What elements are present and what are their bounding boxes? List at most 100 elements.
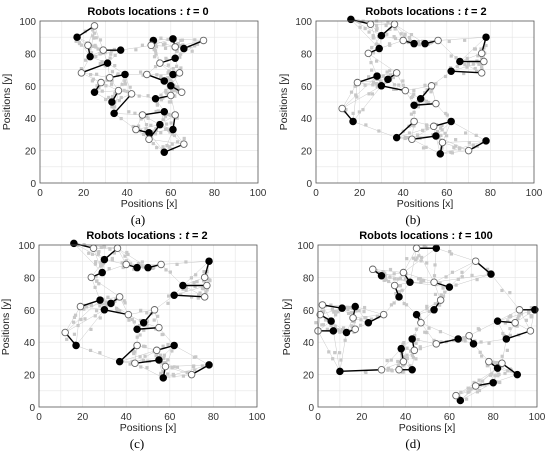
sample-marker: [401, 79, 405, 83]
sample-marker: [503, 321, 507, 325]
robot-pair: [122, 260, 141, 272]
sample-marker: [407, 131, 412, 135]
robot-filled-marker: [90, 88, 99, 97]
y-tick-label: 100: [295, 17, 312, 28]
x-tick-label: 40: [121, 412, 133, 423]
robot-filled-marker: [445, 283, 454, 291]
sample-marker: [153, 65, 158, 69]
sample-marker: [475, 69, 479, 73]
sample-marker: [201, 287, 206, 291]
sample-marker: [385, 70, 389, 74]
sample-marker: [128, 362, 132, 366]
mesh-edge: [160, 264, 184, 286]
sample-marker: [82, 307, 86, 311]
sample-marker: [434, 82, 438, 86]
robot-link: [506, 330, 531, 340]
sample-marker: [193, 38, 197, 42]
x-tick-label: 80: [208, 412, 220, 423]
sample-marker: [426, 100, 430, 105]
sample-marker: [141, 265, 146, 269]
robot-filled-marker: [98, 268, 106, 277]
sample-marker: [519, 312, 524, 316]
sample-marker: [127, 318, 131, 322]
sample-marker: [383, 273, 387, 278]
sample-marker: [465, 397, 469, 401]
mesh-edge: [412, 338, 437, 345]
sample-marker: [161, 344, 165, 348]
sample-marker: [425, 331, 429, 335]
mesh-edge: [114, 113, 143, 116]
sample-marker: [475, 390, 480, 394]
sample-marker: [151, 141, 155, 146]
sample-marker: [361, 108, 365, 112]
mesh-edge: [449, 261, 476, 288]
sample-marker: [159, 74, 163, 78]
robot-open-marker: [399, 36, 407, 45]
sample-marker: [402, 301, 406, 306]
robot-open-marker: [452, 391, 460, 400]
robot-pair: [100, 306, 133, 319]
sample-marker: [418, 276, 422, 281]
robot-filled-marker: [121, 70, 129, 79]
sample-marker: [109, 83, 114, 87]
sample-marker: [166, 112, 171, 117]
sample-marker: [174, 88, 178, 92]
sample-marker: [138, 355, 142, 359]
sample-marker: [369, 61, 373, 65]
robot-filled-marker: [421, 39, 429, 48]
robot-open-marker: [106, 73, 114, 82]
sample-marker: [123, 254, 127, 258]
sample-marker: [338, 351, 342, 355]
sample-marker: [77, 41, 82, 46]
sample-marker: [350, 325, 355, 329]
mesh-edge: [440, 150, 469, 155]
robot-filled-marker: [513, 370, 522, 379]
sample-marker: [420, 255, 424, 260]
sample-marker: [470, 273, 474, 277]
sample-marker: [158, 353, 163, 357]
sample-marker: [91, 77, 95, 81]
robot-filled-marker: [205, 257, 213, 265]
y-tick-label: 20: [25, 147, 37, 158]
robot-pair: [399, 36, 418, 48]
robot-open-marker: [412, 244, 421, 252]
sample-marker: [466, 386, 470, 390]
robot-filled-marker: [469, 340, 478, 348]
robot-filled-marker: [155, 356, 163, 364]
robot-pair: [364, 310, 388, 327]
y-tick-label: 60: [25, 82, 37, 93]
sample-marker: [145, 366, 149, 370]
panel-caption: (a): [131, 212, 145, 227]
robot-pair: [416, 82, 436, 103]
robot-pair: [73, 22, 99, 41]
sample-marker: [419, 259, 423, 263]
robot-filled-marker: [169, 70, 177, 79]
sample-marker: [410, 123, 414, 127]
sample-marker: [367, 75, 371, 79]
sample-marker: [140, 260, 144, 264]
sample-marker: [155, 102, 160, 106]
sample-marker: [141, 358, 146, 363]
robot-open-marker: [353, 78, 362, 87]
sample-marker: [418, 347, 422, 351]
sample-marker: [193, 44, 197, 48]
sample-marker: [474, 133, 478, 137]
sample-marker: [463, 38, 467, 42]
robot-pair: [76, 296, 104, 311]
sample-marker: [527, 311, 531, 315]
robot-pair: [108, 86, 123, 106]
sample-marker: [156, 314, 160, 318]
x-tick-label: 80: [209, 188, 221, 199]
sample-marker: [359, 318, 363, 322]
sample-marker: [139, 308, 143, 313]
robot-filled-marker: [133, 263, 141, 272]
mesh-edge: [119, 350, 157, 362]
sample-marker: [171, 66, 175, 71]
axes-frame: [39, 20, 259, 184]
sample-marker: [414, 258, 418, 262]
sample-marker: [382, 278, 386, 282]
panel-c: Robots locations : t = 2 0 20 40 60 80 1…: [0, 230, 266, 451]
plot-area: [39, 20, 259, 184]
sample-marker: [166, 76, 170, 80]
robot-filled-marker: [160, 107, 169, 116]
